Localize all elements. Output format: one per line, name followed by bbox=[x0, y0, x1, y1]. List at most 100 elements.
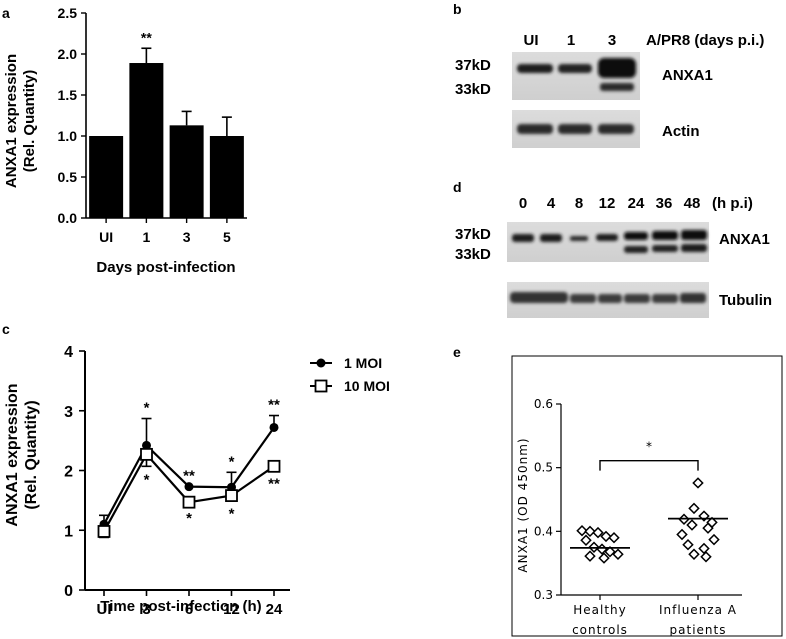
size-marker-b-37: 37kD bbox=[455, 57, 491, 74]
band-label-b-anxa1: ANXA1 bbox=[662, 67, 713, 84]
significance-c: ** bbox=[183, 468, 195, 485]
point-10moi bbox=[140, 447, 153, 461]
point-healthy bbox=[598, 552, 610, 564]
legend-label-10moi: 10 MOI bbox=[344, 378, 390, 394]
lane-label-b-3: 3 bbox=[608, 32, 616, 49]
x-category-e-healthy-line2: controls bbox=[572, 623, 628, 637]
size-marker-d-33: 33kD bbox=[455, 246, 491, 263]
point-influenza bbox=[682, 538, 694, 551]
point-influenza bbox=[698, 542, 710, 555]
point-influenza bbox=[702, 522, 714, 534]
panel-e-frame bbox=[511, 355, 783, 637]
legend-marker-1moi bbox=[316, 358, 326, 368]
point-1moi bbox=[269, 422, 279, 432]
point-healthy bbox=[592, 526, 604, 539]
lane-label-d: 48 bbox=[684, 195, 701, 212]
significance-c: * bbox=[144, 471, 150, 488]
y-tick-label-c: 0 bbox=[64, 583, 73, 600]
legend-marker-10moi bbox=[314, 379, 328, 393]
lane-label-d: 12 bbox=[599, 195, 616, 212]
lane-labels-d: 0 4 8 12 24 36 48 bbox=[519, 195, 701, 212]
y-tick-label-a: 0.5 bbox=[58, 169, 78, 185]
size-marker-b-33: 33kD bbox=[455, 81, 491, 98]
x-category-e-healthy-line1: Healthy bbox=[573, 603, 627, 617]
y-tick-label-e: 0.3 bbox=[534, 588, 553, 602]
significance-c: ** bbox=[268, 397, 280, 414]
scatter-chart-e: 0.3 0.4 0.5 0.6 * ANXA1 (OD 450nm) Healthy c… bbox=[511, 355, 783, 637]
significance-c: * bbox=[229, 505, 235, 522]
panel-label-a: a bbox=[2, 5, 10, 21]
legend-c: 1 MOI 10 MOI bbox=[310, 355, 390, 394]
bar-a bbox=[169, 125, 204, 218]
point-10moi bbox=[225, 489, 238, 502]
point-healthy bbox=[584, 525, 596, 538]
significance-c: * bbox=[144, 400, 150, 417]
point-healthy bbox=[604, 545, 616, 558]
y-tick-label-e: 0.4 bbox=[534, 524, 553, 538]
point-healthy bbox=[596, 543, 608, 555]
point-10moi bbox=[182, 495, 196, 509]
band-label-d-anxa1: ANXA1 bbox=[719, 231, 770, 248]
lane-label-d: 8 bbox=[575, 195, 583, 212]
point-influenza bbox=[708, 533, 720, 546]
x-category-e-influenza-line2: patients bbox=[670, 623, 727, 637]
point-influenza bbox=[676, 528, 688, 541]
blot-d-anxa1-membrane bbox=[507, 222, 709, 262]
series-c: ******** *** bbox=[97, 397, 281, 539]
bar-a bbox=[209, 136, 244, 218]
y-axis-label-c-line2: (Rel. Quantity) bbox=[23, 400, 40, 509]
x-tick-label-c: 24 bbox=[266, 601, 283, 618]
x-axis-label-c: Time post-infection (h) bbox=[100, 598, 261, 615]
point-10moi bbox=[267, 459, 281, 473]
significance-bracket-e bbox=[599, 459, 699, 471]
y-tick-label-c: 2 bbox=[64, 464, 73, 481]
size-marker-d-37: 37kD bbox=[455, 226, 491, 243]
y-tick-label-e: 0.5 bbox=[534, 461, 553, 475]
condition-label-b: A/PR8 (days p.i.) bbox=[646, 32, 764, 49]
blot-d-anxa1-bands bbox=[512, 230, 707, 253]
legend-label-1moi: 1 MOI bbox=[344, 355, 382, 371]
point-1moi bbox=[184, 482, 194, 492]
western-blot-d: 0 4 8 12 24 36 48 (h p.i) 37kD 33kD ANXA1 Tu bbox=[455, 195, 772, 318]
y-axis-label-a-line1: ANXA1 expression bbox=[3, 54, 20, 188]
y-tick-label-c: 1 bbox=[64, 523, 73, 540]
significance-e: * bbox=[646, 440, 652, 454]
point-healthy bbox=[612, 548, 624, 560]
panel-label-c: c bbox=[2, 321, 10, 337]
axes-e: 0.3 0.4 0.5 0.6 * bbox=[534, 397, 742, 602]
y-tick-label-a: 2.5 bbox=[58, 5, 78, 21]
x-category-e-influenza-line1: Influenza A bbox=[659, 603, 737, 617]
blot-b-actin-bands bbox=[517, 124, 634, 134]
point-1moi bbox=[142, 440, 151, 450]
axes-a: 0.0 0.5 1.0 1.5 2.0 2.5 UI 1 3 5 bbox=[58, 5, 247, 245]
significance-c: * bbox=[186, 510, 192, 527]
significance-a: ** bbox=[141, 29, 152, 45]
lane-label-d: 36 bbox=[656, 195, 673, 212]
x-tick-label-a: 1 bbox=[142, 229, 150, 245]
bar-chart-a: 0.0 0.5 1.0 1.5 2.0 2.5 UI 1 3 5 ** Days post-inf… bbox=[3, 5, 247, 276]
point-healthy bbox=[608, 531, 620, 544]
point-influenza bbox=[700, 551, 712, 563]
x-tick-label-a: 3 bbox=[183, 229, 191, 245]
x-tick-label-c: 6 bbox=[185, 601, 193, 618]
bar-a bbox=[89, 136, 124, 218]
point-healthy bbox=[576, 524, 588, 537]
condition-label-d: (h p.i) bbox=[712, 195, 753, 212]
lane-label-d: 0 bbox=[519, 195, 527, 212]
x-tick-label-a: UI bbox=[99, 229, 113, 245]
bars-a: ** bbox=[89, 29, 244, 218]
y-tick-label-e: 0.6 bbox=[534, 397, 553, 411]
point-influenza bbox=[686, 519, 698, 531]
point-10moi bbox=[97, 525, 111, 538]
y-tick-label-a: 1.5 bbox=[58, 87, 78, 103]
lane-label-b-1: 1 bbox=[567, 32, 575, 49]
point-influenza bbox=[692, 477, 704, 489]
blot-b-anxa1-bands bbox=[517, 58, 636, 91]
significance-c: ** bbox=[268, 476, 280, 493]
y-axis-label-a-line2: (Rel. Quantity) bbox=[21, 70, 38, 173]
points-e bbox=[570, 477, 728, 564]
lane-label-d: 24 bbox=[628, 195, 645, 212]
y-tick-label-c: 4 bbox=[64, 344, 73, 361]
